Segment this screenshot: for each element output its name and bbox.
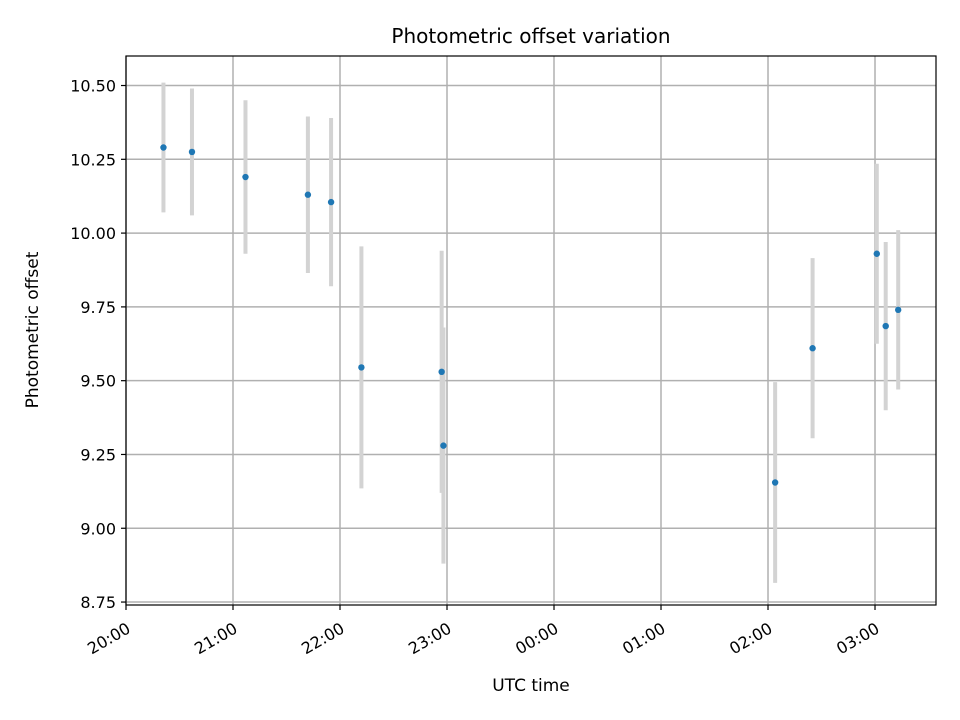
grid [125,56,936,605]
y-tick-label: 10.00 [70,224,116,243]
data-point [882,322,889,330]
x-axis-label: UTC time [492,676,570,696]
data-point [160,144,167,151]
data-point [304,191,312,198]
data-point [188,148,196,156]
y-tick-label: 9.75 [80,298,116,317]
data-point [894,306,902,314]
chart-title: Photometric offset variation [391,24,670,48]
data-point [358,364,365,371]
plot-frame [125,55,937,606]
y-axis-label: Photometric offset [23,251,43,408]
data-point [242,173,249,181]
data-point [327,198,335,206]
data-point [809,345,816,352]
y-tick-label: 10.50 [70,77,116,96]
data-point [771,479,779,486]
y-tick-label: 10.25 [70,150,116,169]
data-point [440,442,447,449]
data-points [160,144,902,486]
y-tick-label: 9.50 [80,372,116,391]
y-tick-label: 9.25 [80,445,116,464]
y-axis: 8.75 9.00 9.25 9.50 9.75 10.00 10.25 10.50 [70,77,126,612]
y-tick-label: 8.75 [80,593,116,612]
y-tick-label: 9.00 [80,519,116,538]
data-point [873,250,880,257]
data-point [438,368,445,376]
